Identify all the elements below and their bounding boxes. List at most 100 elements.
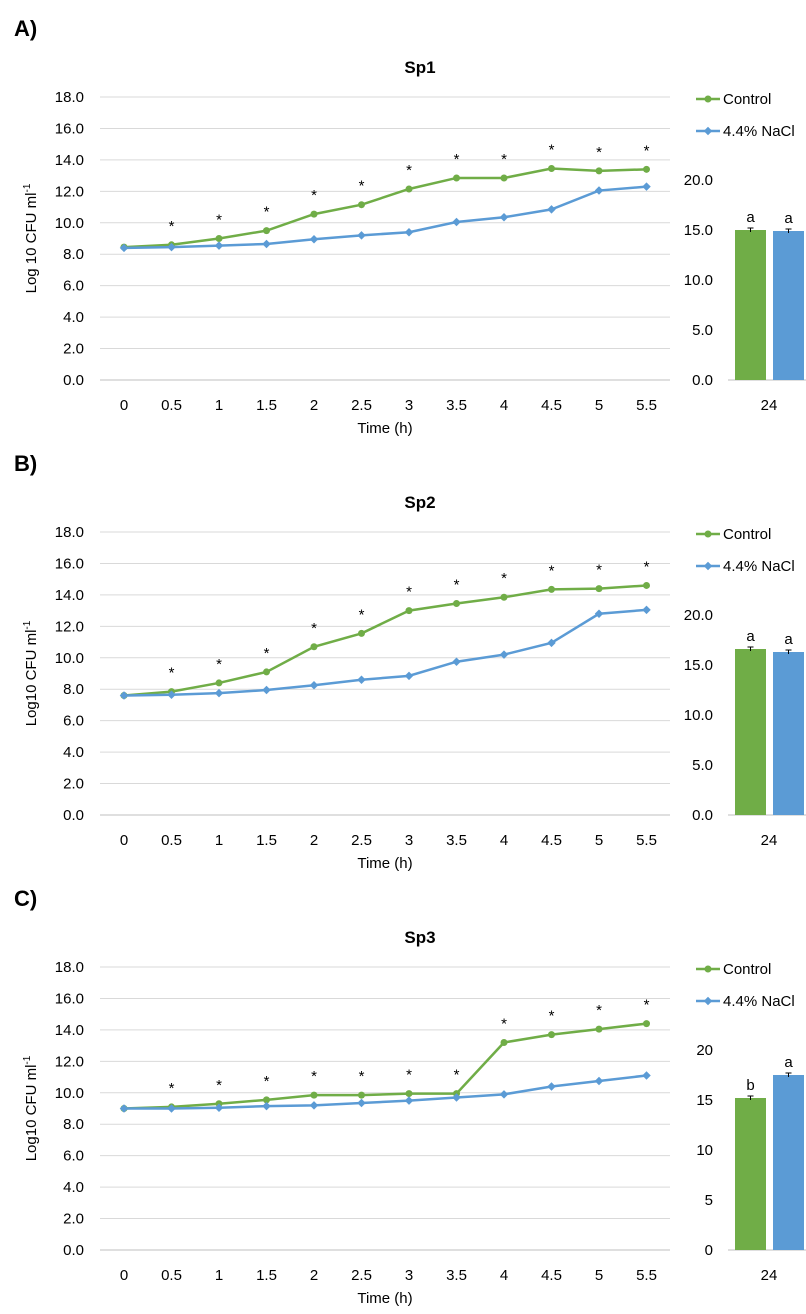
data-point-control [548,585,555,593]
data-point-nacl [452,657,461,666]
data-point-control [453,174,460,182]
x-tick-label: 4 [500,397,508,414]
significance-star: * [501,570,507,587]
data-point-nacl [262,685,271,695]
y-tick-label: 4.0 [63,744,84,761]
y-axis-label-text: Log10 CFU ml [23,1065,40,1162]
bar-control [735,649,766,815]
y-tick-label: 12.0 [55,183,84,200]
y-tick-label: 6.0 [63,278,84,295]
y-axis-label-text: Log10 CFU ml [23,630,40,727]
legend-marker-nacl [703,561,713,571]
bar-y-tick-label: 10 [696,1142,713,1159]
y-tick-label: 10.0 [55,650,84,667]
legend-label-control: Control [723,526,771,543]
x-tick-label: 5.5 [636,832,657,849]
data-point-nacl [309,235,319,244]
x-tick-label: 0 [120,397,128,414]
x-tick-label: 4 [500,832,508,849]
legend-marker-control [704,530,712,538]
legend-label-control: Control [723,961,771,978]
data-point-nacl [642,1071,651,1080]
bar-y-tick-label: 15.0 [684,657,713,674]
data-point-control [215,235,223,242]
x-tick-label: 4 [500,1267,508,1284]
significance-star: * [169,218,175,235]
significance-star: * [454,151,460,168]
data-point-control [263,227,270,235]
x-tick-label: 3 [405,397,413,414]
y-axis-label: Log10 CFU ml-1 [22,1055,40,1161]
data-point-nacl [404,1096,414,1105]
bar-nacl [773,1075,804,1250]
data-point-control [548,1031,555,1039]
data-point-control [595,585,603,593]
bar-y-tick-label: 10.0 [684,272,713,289]
data-point-control [643,1020,650,1028]
data-point-control [405,185,413,193]
x-tick-label: 2 [310,832,318,849]
x-tick-label: 2.5 [351,397,372,414]
significance-star: * [216,656,222,673]
bar-nacl [773,652,804,815]
chart-panel-2: B)Sp20.02.04.06.08.010.012.014.016.018.0… [14,451,806,872]
significance-star: * [264,645,270,662]
data-point-nacl [642,605,651,615]
legend-marker-nacl [703,126,713,136]
significance-star: * [359,1068,365,1085]
data-point-nacl [547,638,556,648]
data-point-nacl [452,217,461,227]
data-point-control [263,1096,270,1104]
x-axis-label: Time (h) [357,420,412,437]
significance-star: * [644,997,650,1014]
y-tick-label: 10.0 [55,1085,84,1102]
panel-label: B) [14,451,37,476]
y-tick-label: 0.0 [63,807,84,824]
y-tick-label: 8.0 [63,681,84,698]
y-tick-label: 10.0 [55,215,84,232]
bar-y-tick-label: 15 [696,1092,713,1109]
y-tick-label: 4.0 [63,309,84,326]
data-point-nacl [167,242,176,252]
bar-control [735,1098,766,1250]
data-point-nacl [499,1090,509,1099]
significance-star: * [454,1067,460,1084]
x-axis-label: Time (h) [357,855,412,872]
y-axis-label-sup: -1 [22,183,33,192]
significance-star: * [264,1073,270,1090]
data-point-control [595,1025,603,1033]
y-axis-label: Log10 CFU ml-1 [22,620,40,726]
legend-label-nacl: 4.4% NaCl [723,123,795,140]
significance-star: * [596,144,602,161]
bar-y-tick-label: 5 [705,1192,713,1209]
data-point-control [310,1091,318,1099]
data-point-control [215,679,223,687]
significance-star: * [501,1015,507,1032]
x-tick-label: 2 [310,1267,318,1284]
significance-star: * [644,558,650,575]
data-point-nacl [309,681,319,690]
significance-star: * [216,1077,222,1094]
data-point-nacl [309,1101,319,1110]
bar-significance-letter: a [784,1054,793,1071]
data-point-control [453,600,460,608]
data-point-nacl [119,1104,129,1113]
x-tick-label: 3.5 [446,397,467,414]
x-tick-label: 5 [595,397,603,414]
y-tick-label: 14.0 [55,587,84,604]
data-point-control [405,1090,413,1098]
data-point-nacl [357,231,366,240]
bar-control [735,230,766,380]
data-point-control [500,174,508,182]
series-line-nacl [123,185,647,250]
bar-y-tick-label: 20.0 [684,172,713,189]
bar-y-tick-label: 20 [696,1042,713,1059]
bar-x-tick-label: 24 [761,397,778,414]
x-tick-label: 0 [120,1267,128,1284]
y-tick-label: 2.0 [63,1211,84,1228]
x-tick-label: 1.5 [256,397,277,414]
y-tick-label: 16.0 [55,120,84,137]
significance-star: * [216,212,222,229]
series-line-nacl [123,608,647,697]
